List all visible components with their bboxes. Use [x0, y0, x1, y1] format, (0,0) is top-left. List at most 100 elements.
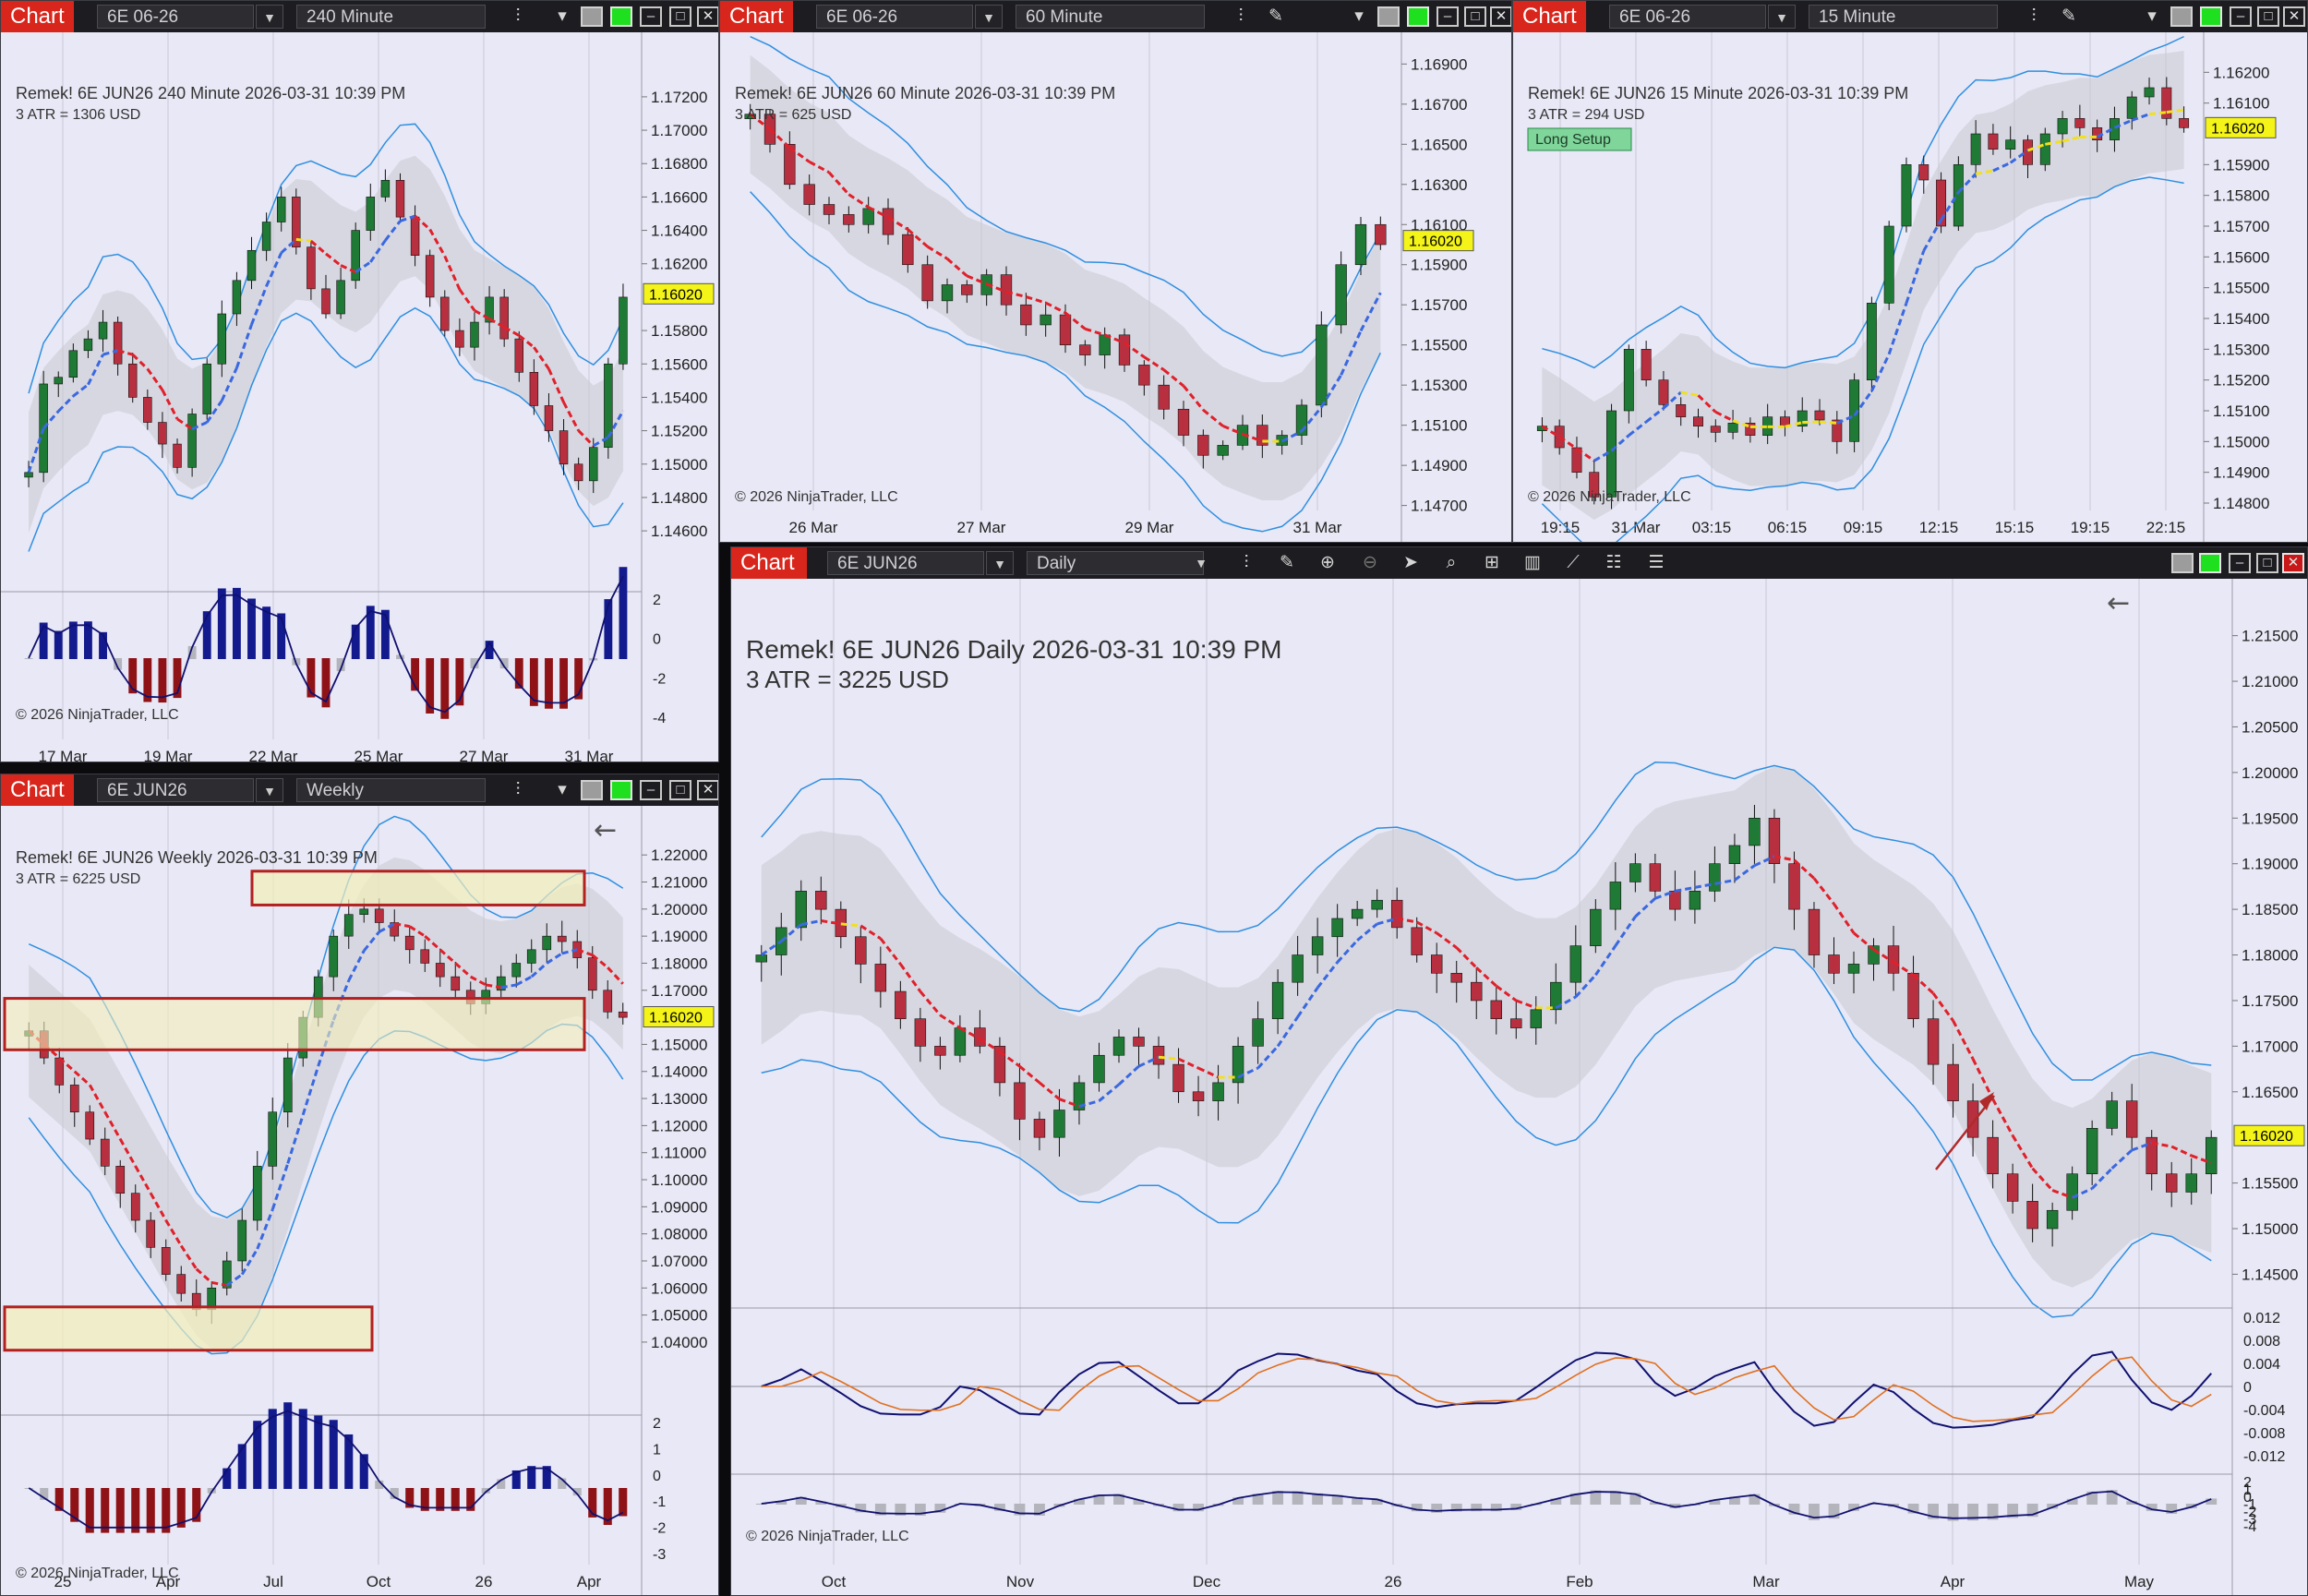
trend-ma-segment [1182, 385, 1205, 412]
link-green-icon[interactable] [610, 6, 632, 27]
chevron-down-icon[interactable]: ▾ [558, 6, 567, 26]
x-axis-tick-label: 31 Mar [1293, 519, 1342, 536]
instrument-dropdown-chevron-icon[interactable]: ▼ [986, 551, 1014, 575]
link-green-icon[interactable] [1407, 6, 1429, 27]
instrument-selector[interactable]: 6E 06-26 [816, 5, 973, 29]
chart-menu-button[interactable]: Chart [731, 547, 807, 579]
link-green-icon[interactable] [610, 780, 632, 800]
histogram-bar [1292, 1491, 1304, 1505]
maximize-icon[interactable]: □ [1464, 6, 1486, 27]
interval-dropdown-chevron-icon[interactable]: ▼ [1195, 556, 1208, 570]
restore-icon[interactable]: – [2230, 6, 2252, 27]
trend-ma-segment [1628, 420, 1648, 437]
chart-area-60min[interactable]: 26 Mar 27 Mar 29 Mar 31 Mar 1.16900 1.16700 1.… [720, 32, 1511, 542]
chevron-down-icon[interactable]: ▾ [1354, 6, 1364, 26]
maximize-icon[interactable]: □ [669, 780, 691, 800]
restore-icon[interactable]: – [640, 6, 662, 27]
trend-ma-segment [1574, 974, 1597, 998]
instrument-dropdown-chevron-icon[interactable]: ▼ [1768, 5, 1796, 29]
bar-chart-icon[interactable]: ⫶ [1238, 6, 1244, 26]
histogram-bar [366, 606, 375, 659]
chart-menu-button[interactable]: Chart [1, 1, 74, 32]
candle-body [176, 1274, 186, 1294]
interval-selector[interactable]: 240 Minute [296, 5, 486, 29]
chart-area-weekly[interactable]: 25 Apr Jul Oct 26 Apr 1.22000 1.21000 1.20000 1.1… [1, 806, 718, 1595]
close-icon[interactable]: ✕ [1490, 6, 1511, 27]
instrument-dropdown-chevron-icon[interactable]: ▼ [256, 778, 283, 802]
restore-icon[interactable]: – [640, 780, 662, 800]
bar-chart-icon[interactable]: ⫶ [1244, 553, 1249, 572]
histogram-bar [146, 1488, 155, 1533]
interval-selector[interactable]: 60 Minute [1016, 5, 1205, 29]
indicators-icon[interactable]: ▥ [1524, 553, 1541, 572]
data-box-icon[interactable]: ⌕ [1446, 553, 1457, 572]
trend-ma-segment [847, 193, 870, 209]
histogram-bar [1749, 1494, 1761, 1505]
instrument-dropdown-chevron-icon[interactable]: ▼ [975, 5, 1003, 29]
trend-ma-segment [1104, 333, 1125, 344]
bar-chart-icon[interactable]: ⫶ [515, 6, 521, 26]
interval-selector[interactable]: Weekly [296, 778, 486, 802]
strategies-icon[interactable]: ⟋ [1567, 553, 1580, 572]
close-icon[interactable]: ✕ [697, 780, 718, 800]
trend-ma-segment [591, 954, 609, 969]
pencil-icon[interactable]: ✎ [1268, 6, 1283, 26]
candle-body [1808, 908, 1821, 955]
chart-area-daily[interactable]: Oct Nov Dec 26 Feb Mar Apr May 1.21500 1.21000 1.2… [731, 579, 2307, 1595]
link-green-icon[interactable] [2199, 553, 2221, 573]
instrument-selector[interactable]: 6E 06-26 [1609, 5, 1766, 29]
trend-ma-segment [42, 410, 60, 429]
chevron-down-icon[interactable]: ▾ [558, 780, 567, 799]
minimize-icon[interactable] [581, 6, 603, 27]
price-axis-tick-label: 1.16200 [651, 256, 707, 273]
histogram-bar [375, 1480, 384, 1489]
candle-body [1658, 379, 1669, 405]
minimize-icon[interactable] [581, 780, 603, 800]
close-icon[interactable]: ✕ [2282, 553, 2304, 573]
zoom-out-icon[interactable]: ⊖ [1363, 553, 1377, 572]
histogram-bar [68, 621, 78, 659]
bar-chart-icon[interactable]: ⫶ [515, 780, 521, 799]
trend-ma-segment [1202, 408, 1224, 427]
maximize-icon[interactable]: □ [2256, 553, 2278, 573]
chart-area-15min[interactable]: 19:15 31 Mar 03:15 06:15 09:15 12:15 15:15 19:1… [1513, 32, 2307, 542]
pencil-icon[interactable]: ✎ [2062, 6, 2076, 26]
restore-icon[interactable]: – [2229, 553, 2251, 573]
close-icon[interactable]: ✕ [2283, 6, 2305, 27]
instrument-selector[interactable]: 6E JUN26 [827, 551, 984, 575]
histogram-bar [440, 658, 450, 719]
trend-ma-segment [887, 216, 909, 231]
maximize-icon[interactable]: □ [2257, 6, 2279, 27]
chart-menu-button[interactable]: Chart [1, 774, 74, 806]
list-icon[interactable]: ☰ [1648, 553, 1665, 572]
instrument-selector[interactable]: 6E 06-26 [97, 5, 254, 29]
minimize-icon[interactable] [2171, 553, 2194, 573]
histogram-bar [1411, 1504, 1423, 1512]
instrument-dropdown-chevron-icon[interactable]: ▼ [256, 5, 283, 29]
instrument-selector[interactable]: 6E JUN26 [97, 778, 254, 802]
oscillator-line [761, 1490, 2212, 1519]
interval-selector[interactable]: Daily [1027, 551, 1204, 575]
chevron-down-icon[interactable]: ▾ [2147, 6, 2157, 26]
pencil-icon[interactable]: ✎ [1280, 553, 1294, 572]
bar-chart-icon[interactable]: ⫶ [2031, 6, 2037, 26]
minimize-icon[interactable] [1377, 6, 1400, 27]
minimize-icon[interactable] [2170, 6, 2193, 27]
zoom-in-icon[interactable]: ⊕ [1320, 553, 1335, 572]
properties-icon[interactable]: ⊞ [1485, 553, 1499, 572]
interval-selector[interactable]: 15 Minute [1809, 5, 1998, 29]
link-green-icon[interactable] [2200, 6, 2222, 27]
candle-body [292, 197, 301, 247]
candle-body [2206, 1136, 2218, 1175]
candle-body [1118, 334, 1131, 366]
candle-body [2126, 96, 2137, 119]
template-icon[interactable]: ☷ [1605, 553, 1622, 572]
chart-area-240min[interactable]: 17 Mar 19 Mar 22 Mar 25 Mar 27 Mar 31 Mar 1.17… [1, 32, 718, 762]
pointer-icon[interactable]: ➤ [1403, 553, 1418, 572]
chart-menu-button[interactable]: Chart [1513, 1, 1586, 32]
maximize-icon[interactable]: □ [669, 6, 691, 27]
candle-body [1158, 384, 1170, 410]
close-icon[interactable]: ✕ [697, 6, 718, 27]
chart-menu-button[interactable]: Chart [720, 1, 793, 32]
restore-icon[interactable]: – [1436, 6, 1459, 27]
